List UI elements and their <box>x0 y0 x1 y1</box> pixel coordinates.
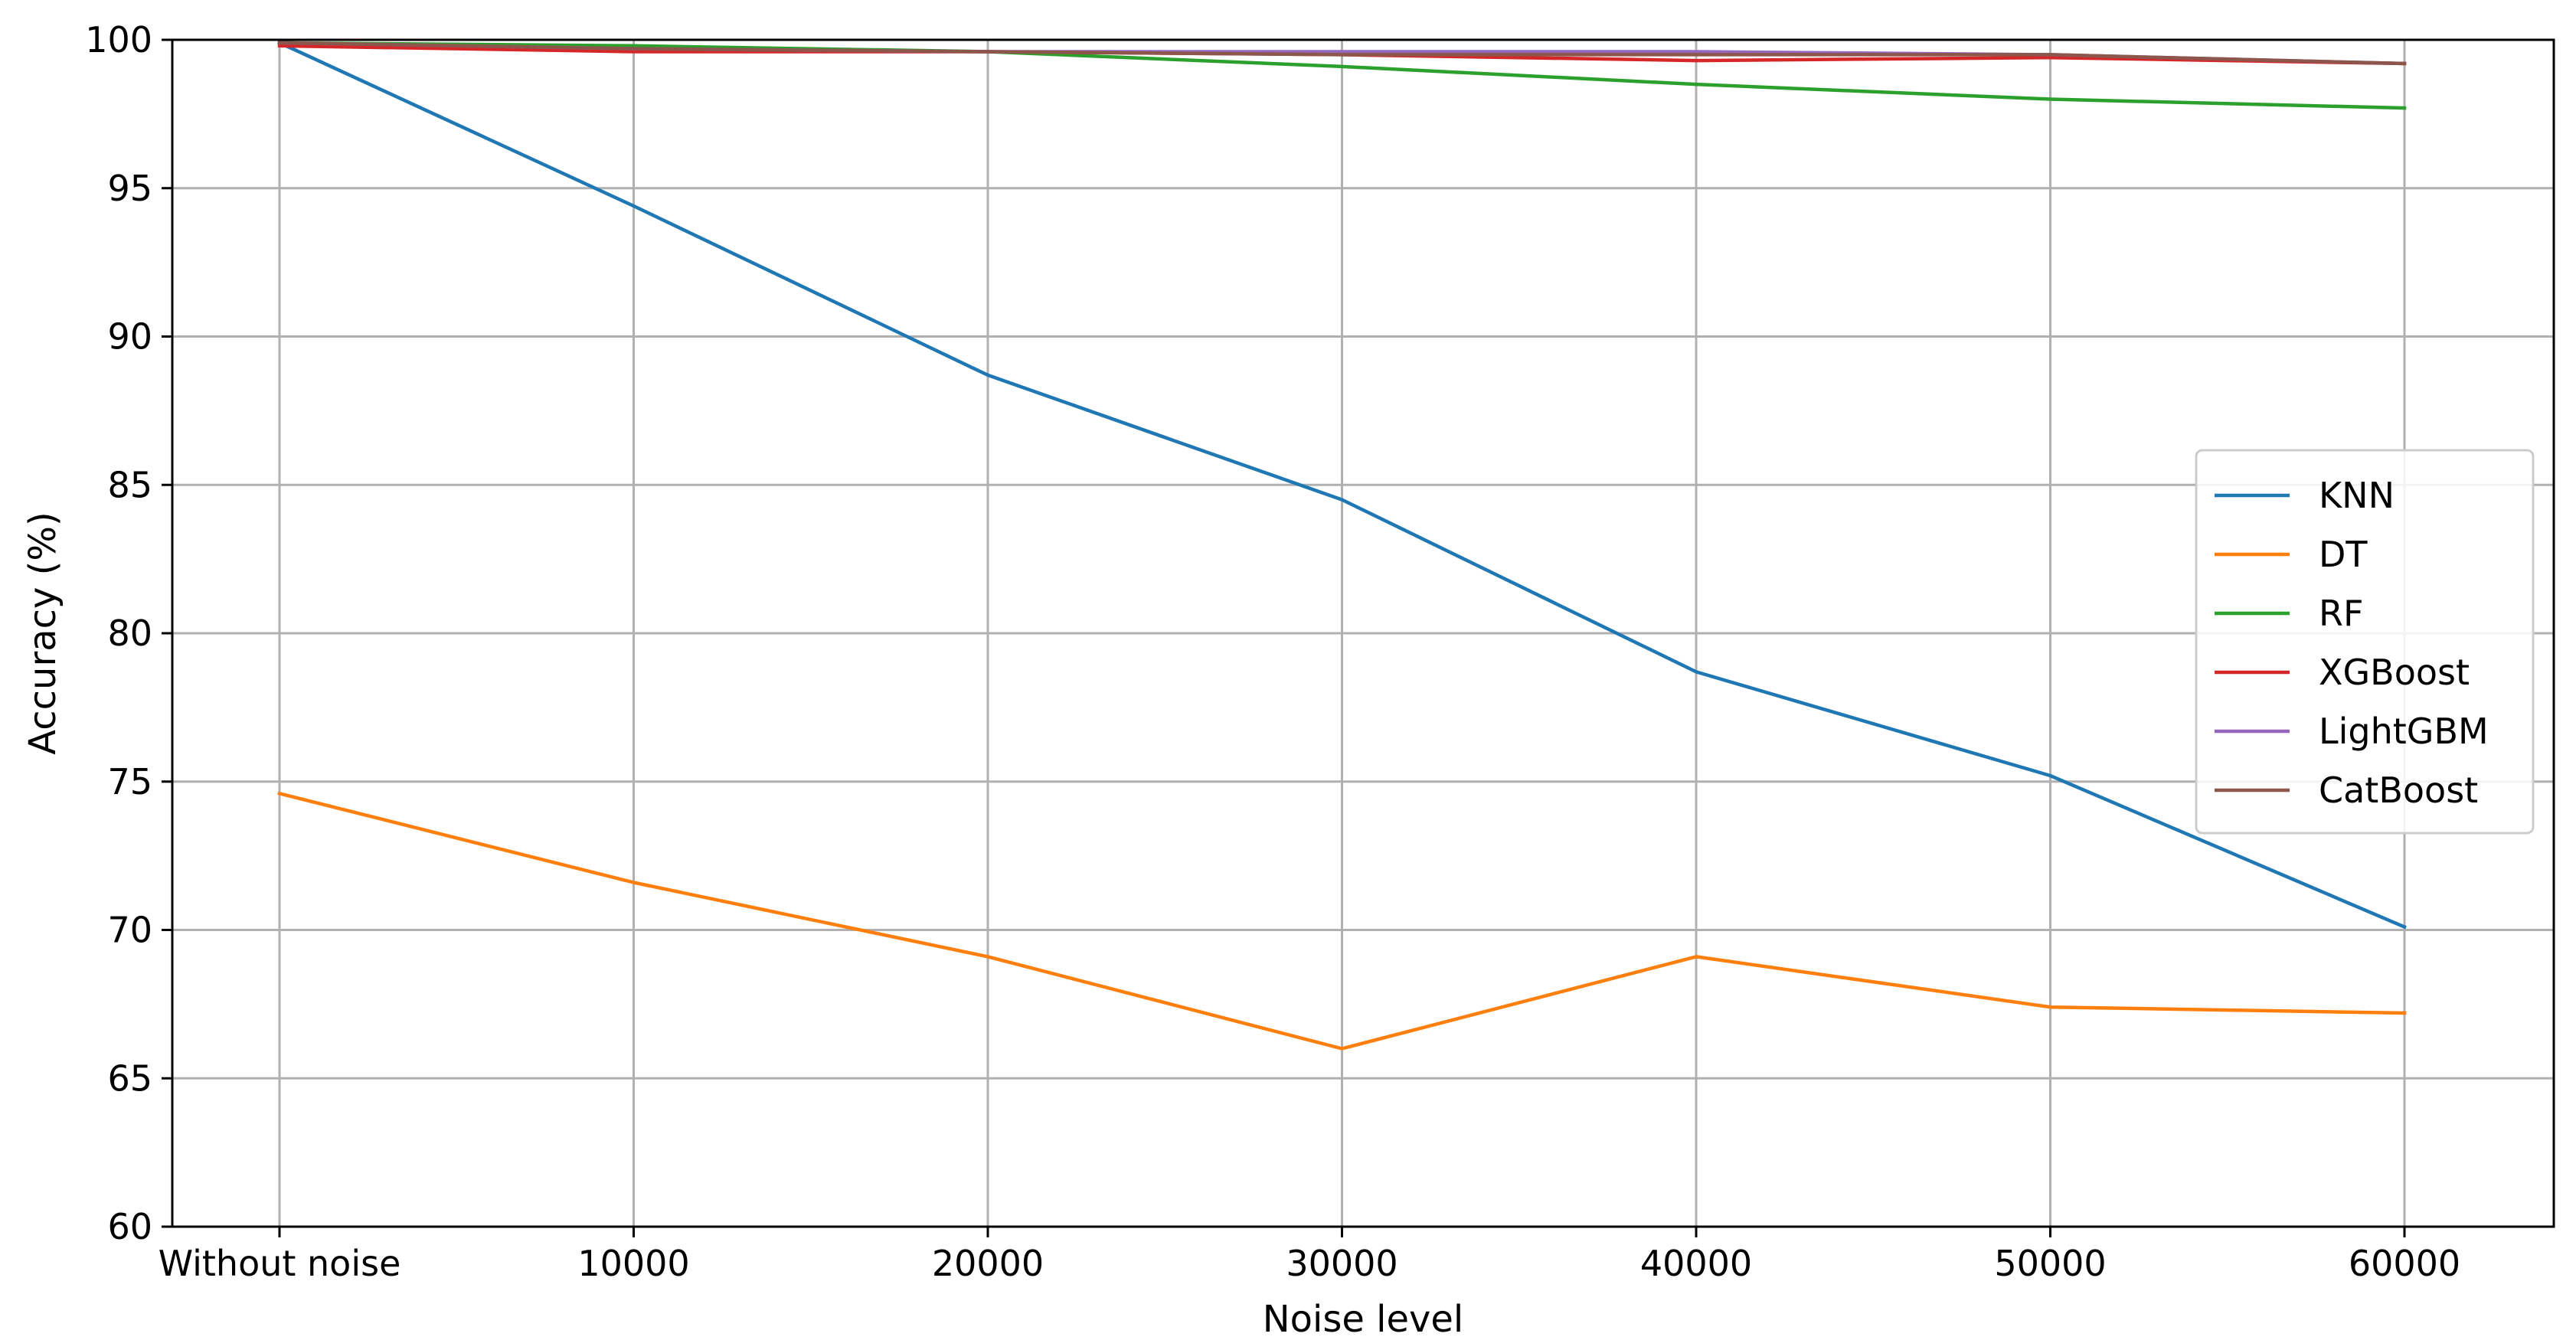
series-lines <box>277 40 2407 1051</box>
legend-label: DT <box>2319 534 2368 575</box>
x-axis-ticks: Without noise 10000 20000 30000 40000 50000 60… <box>159 1227 2460 1284</box>
legend-item-knn: KNN <box>2215 475 2395 516</box>
legend-item-dt: DT <box>2215 534 2368 575</box>
y-axis-ticks: 60 65 70 75 80 85 90 95 100 <box>85 19 172 1247</box>
x-tick-label: 30000 <box>1286 1243 1398 1284</box>
legend-box <box>2195 449 2535 835</box>
x-tick-label: 10000 <box>577 1243 689 1284</box>
legend-label: RF <box>2319 593 2363 634</box>
y-tick-label: 100 <box>85 19 152 60</box>
x-tick-label: 40000 <box>1640 1243 1752 1284</box>
y-axis-title: Accuracy (%) <box>21 511 64 754</box>
legend-label: CatBoost <box>2319 770 2478 811</box>
x-tick-label: 20000 <box>932 1243 1044 1284</box>
legend: KNN DT RF XGBoost LightGBM CatBoost <box>2195 449 2535 835</box>
series-line-knn <box>277 40 2407 930</box>
legend-label: KNN <box>2319 475 2395 516</box>
y-tick-label: 65 <box>107 1057 152 1099</box>
grid <box>172 38 2554 1228</box>
series-line-catboost <box>277 41 2407 66</box>
x-tick-label: Without noise <box>159 1243 401 1284</box>
x-tick-label: 60000 <box>2349 1243 2460 1284</box>
y-tick-label: 95 <box>107 168 152 209</box>
legend-label: LightGBM <box>2319 711 2489 752</box>
x-axis-title: Noise level <box>1263 1298 1464 1340</box>
y-tick-label: 60 <box>107 1206 152 1247</box>
y-tick-label: 80 <box>107 613 152 654</box>
series-line-dt <box>277 791 2407 1051</box>
y-tick-label: 90 <box>107 316 152 358</box>
x-tick-label: 50000 <box>1994 1243 2106 1284</box>
y-tick-label: 75 <box>107 761 152 802</box>
series-line-rf <box>277 41 2407 110</box>
legend-label: XGBoost <box>2319 652 2470 693</box>
legend-item-rf: RF <box>2215 593 2363 634</box>
legend-item-lightgbm: LightGBM <box>2215 711 2489 752</box>
y-tick-label: 85 <box>107 464 152 505</box>
legend-item-xgboost: XGBoost <box>2215 652 2470 693</box>
y-tick-label: 70 <box>107 910 152 951</box>
legend-item-catboost: CatBoost <box>2215 770 2478 811</box>
